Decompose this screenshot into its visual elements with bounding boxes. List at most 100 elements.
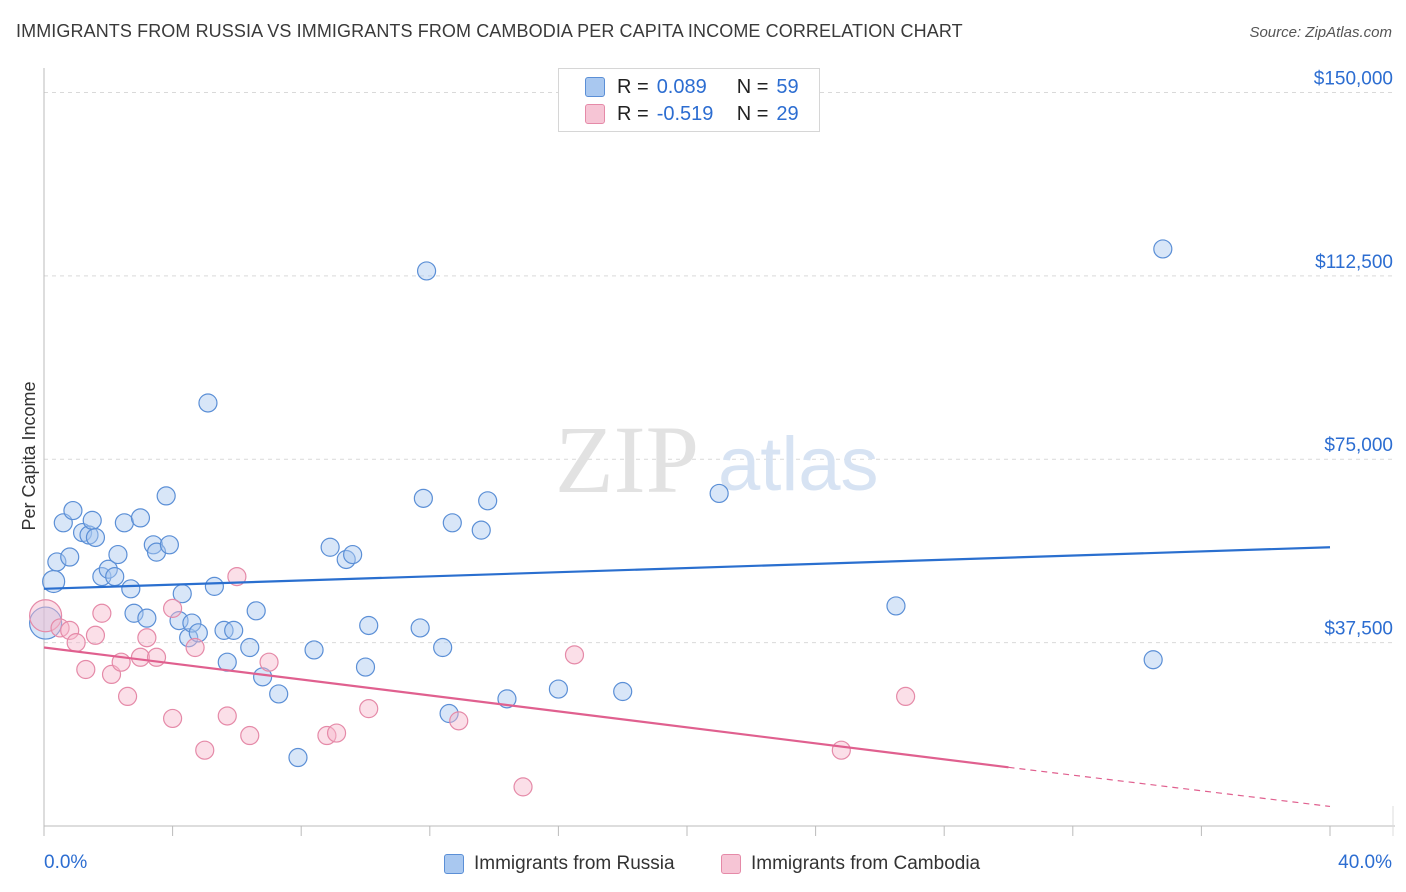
russia-point: [224, 620, 244, 640]
cambodia-point: [831, 740, 851, 760]
correlation-legend: R = 0.089 N = 59 R = -0.519 N = 29: [558, 68, 820, 132]
russia-point: [159, 535, 179, 555]
cambodia-point: [163, 598, 183, 618]
russia-point: [182, 613, 202, 633]
cambodia-r-value: -0.519: [656, 102, 714, 125]
russia-point: [343, 544, 363, 565]
russia-point: [1153, 239, 1173, 259]
cambodia-point: [259, 652, 279, 672]
russia-point: [246, 601, 266, 621]
cambodia-trend-extension: [1008, 766, 1331, 808]
russia-point: [478, 491, 498, 511]
source-label: Source: ZipAtlas.com: [1249, 24, 1392, 41]
watermark: ZIP atlas: [555, 406, 879, 513]
watermark-atlas: atlas: [718, 422, 879, 507]
russia-point: [29, 606, 63, 640]
cambodia-point: [92, 603, 112, 623]
russia-point: [320, 537, 340, 557]
cambodia-point: [117, 686, 138, 707]
y-axis-label: Per Capita Income: [19, 381, 39, 530]
russia-r-label: R =: [617, 75, 649, 98]
russia-point: [204, 576, 224, 596]
y-tick-labels: $37,500 $75,000 $112,500 $150,000: [1314, 68, 1393, 639]
russia-point: [410, 618, 430, 638]
x-tick-min: 0.0%: [44, 852, 88, 873]
russia-point: [85, 527, 106, 548]
russia-n-label: N =: [736, 75, 769, 98]
cambodia-point: [326, 723, 347, 743]
russia-point: [304, 640, 324, 660]
russia-point: [130, 508, 151, 528]
russia-point: [108, 544, 128, 565]
legend-row-cambodia: R = -0.519 N = 29: [585, 102, 799, 126]
russia-point: [355, 657, 376, 677]
watermark-zip: ZIP: [555, 406, 699, 513]
y-tick-label: $150,000: [1314, 68, 1393, 89]
cambodia-n-value: 29: [776, 102, 799, 125]
russia-n-value: 59: [776, 75, 799, 98]
russia-point: [114, 513, 134, 533]
cambodia-point: [60, 620, 80, 640]
russia-points: [29, 239, 1173, 768]
cambodia-point: [195, 740, 215, 760]
russia-point: [47, 552, 67, 572]
russia-point: [105, 566, 125, 587]
russia-point: [288, 747, 308, 768]
russia-point: [416, 261, 437, 281]
russia-swatch: [585, 77, 605, 97]
cambodia-point: [130, 647, 151, 667]
cambodia-swatch: [585, 104, 605, 124]
cambodia-point: [217, 706, 237, 726]
cambodia-point: [29, 599, 63, 633]
cambodia-point: [137, 628, 157, 648]
russia-point: [442, 513, 462, 533]
russia-point: [121, 579, 141, 599]
cambodia-point: [513, 777, 533, 797]
axes: [43, 68, 1395, 836]
russia-point: [214, 620, 234, 640]
cambodia-point: [240, 725, 260, 746]
trend-lines: [43, 546, 1331, 808]
russia-point: [60, 547, 80, 567]
russia-point: [548, 679, 569, 699]
bottom-cambodia-swatch: [721, 854, 741, 874]
y-tick-label: $75,000: [1324, 435, 1393, 456]
russia-point: [82, 510, 102, 530]
russia-trend-line: [43, 546, 1331, 590]
russia-point: [179, 628, 199, 648]
cambodia-point: [85, 625, 106, 645]
russia-point: [63, 500, 83, 521]
chart-title: IMMIGRANTS FROM RUSSIA VS IMMIGRANTS FRO…: [16, 21, 963, 41]
russia-point: [98, 559, 118, 579]
russia-point: [188, 623, 208, 643]
cambodia-point: [449, 711, 469, 731]
russia-point: [709, 483, 729, 504]
russia-point: [471, 520, 491, 540]
russia-point: [156, 486, 176, 506]
russia-point: [137, 608, 157, 628]
cambodia-trend-line: [43, 646, 1009, 769]
russia-point: [886, 596, 906, 616]
russia-r-value: 0.089: [656, 75, 707, 98]
russia-point: [413, 488, 433, 508]
russia-point: [433, 637, 453, 658]
bottom-legend-cambodia: Immigrants from Cambodia: [721, 851, 980, 877]
russia-point: [1143, 650, 1163, 670]
cambodia-point: [896, 686, 916, 707]
cambodia-point: [227, 566, 247, 587]
bottom-russia-swatch: [444, 854, 464, 874]
russia-point: [613, 681, 633, 702]
y-tick-label: $112,500: [1315, 252, 1393, 273]
legend-row-russia: R = 0.089 N = 59: [585, 75, 799, 99]
russia-point: [240, 637, 260, 658]
cambodia-point: [146, 647, 167, 667]
gridlines: [44, 91, 1395, 644]
cambodia-point: [163, 708, 183, 729]
russia-point: [124, 603, 144, 623]
cambodia-n-label: N =: [736, 102, 769, 125]
x-tick-max: 40.0%: [1338, 852, 1392, 873]
russia-point: [439, 703, 459, 724]
cambodia-point: [359, 699, 379, 719]
cambodia-point: [185, 637, 205, 658]
